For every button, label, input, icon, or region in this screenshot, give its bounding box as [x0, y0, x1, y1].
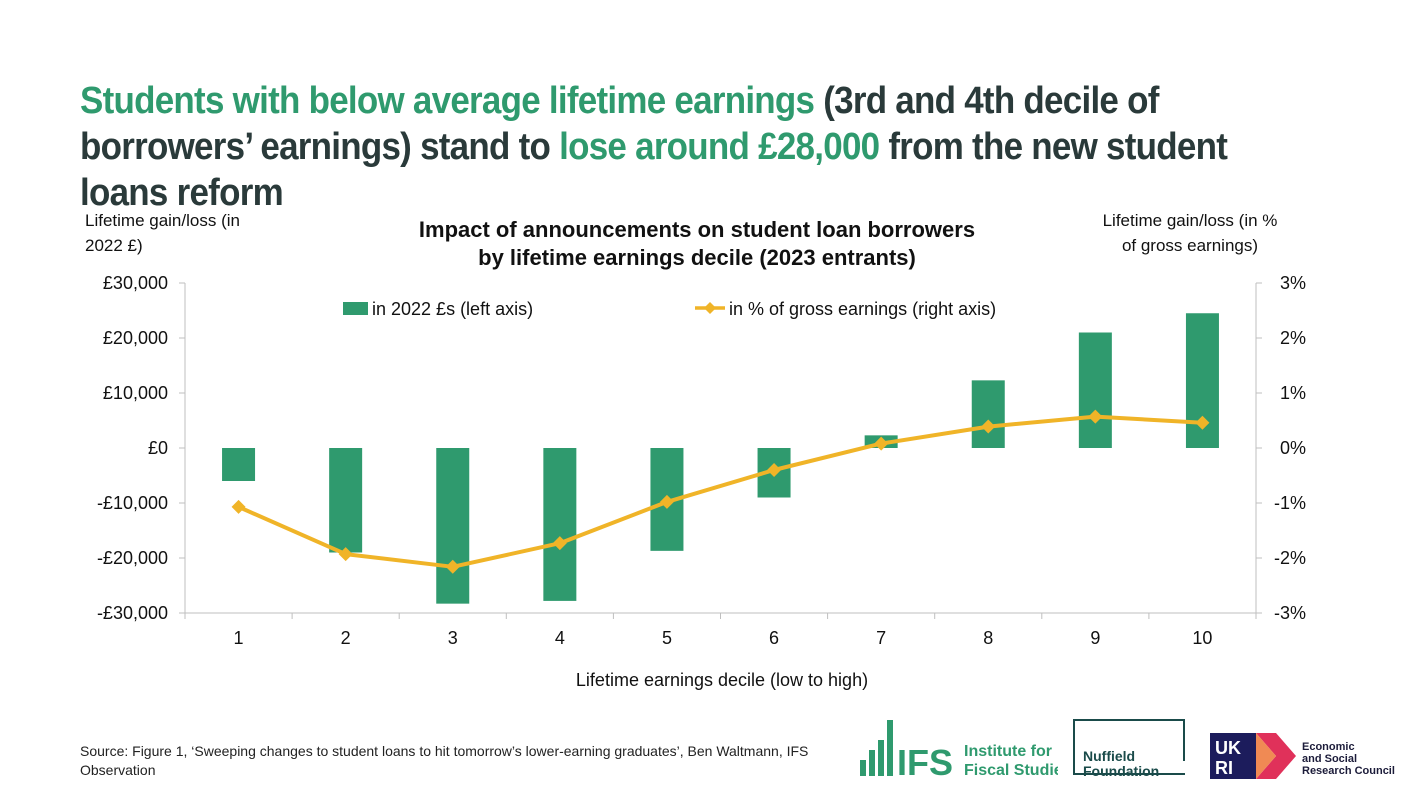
ifs-logo: IFS Institute for Fiscal Studies: [860, 720, 1058, 778]
chart-title-line-2: by lifetime earnings decile (2023 entran…: [478, 245, 916, 270]
left-tick-label: -£10,000: [97, 493, 168, 513]
right-axis-title: Lifetime gain/loss (in % of gross earnin…: [1070, 208, 1310, 258]
headline-part-1: Students with below average lifetime ear…: [80, 80, 815, 122]
bar: [1078, 332, 1112, 448]
left-tick-label: -£20,000: [97, 548, 168, 568]
x-tick-label: 1: [234, 628, 244, 648]
line-point: [1195, 415, 1210, 430]
svg-text:RI: RI: [1215, 758, 1233, 778]
legend-line-label: in % of gross earnings (right axis): [729, 299, 996, 319]
source-note: Source: Figure 1, ‘Sweeping changes to s…: [80, 743, 809, 778]
line-point: [767, 463, 782, 477]
ukri-logo: UK RI: [1210, 733, 1296, 779]
series-line: [236, 414, 1205, 569]
right-tick-label: 2%: [1280, 328, 1306, 348]
ifs-logo-line-2: Fiscal Studies: [964, 762, 1058, 778]
bar: [222, 448, 256, 481]
line-point: [552, 536, 567, 551]
bar: [436, 448, 470, 604]
headline-part-3: lose around £28,000: [559, 126, 880, 168]
left-tick-label: -£30,000: [97, 603, 168, 623]
line-point: [659, 494, 674, 509]
x-tick-label: 10: [1192, 628, 1212, 648]
esrc-label-line-1: Economic: [1302, 741, 1355, 753]
line-point: [1088, 409, 1103, 424]
esrc-label: Economic and Social Research Council: [1302, 741, 1412, 777]
legend-bar-swatch: [343, 302, 368, 315]
slide-headline: Students with below average lifetime ear…: [80, 78, 1258, 216]
left-tick-label: £30,000: [103, 273, 168, 293]
chart-title-line-1: Impact of announcements on student loan …: [419, 217, 975, 242]
legend-line-marker: [704, 302, 716, 314]
nuffield-logo-line-2: Foundation: [1083, 763, 1160, 779]
right-tick-label: 0%: [1280, 438, 1306, 458]
headline-part-4: from the new student loans reform: [80, 126, 1228, 214]
esrc-label-line-2: and Social: [1302, 753, 1358, 765]
chart-axes: £30,000 £20,000 £10,000 £0 -£10,000 -£20,000 -…: [97, 273, 1306, 648]
esrc-label-line-3: Research Council: [1302, 765, 1395, 777]
right-tick-label: -2%: [1274, 548, 1306, 568]
left-axis-title-line-1: Lifetime gain/loss (in: [85, 211, 240, 230]
bar: [329, 448, 363, 553]
chart: Impact of announcements on student loan …: [97, 217, 1306, 690]
chart-legend: in 2022 £s (left axis) in % of gross ear…: [343, 299, 996, 319]
x-tick-label: 4: [555, 628, 565, 648]
bar-series: [222, 313, 1219, 604]
nuffield-logo: Nuffield Foundation: [1073, 719, 1185, 779]
left-tick-label: £20,000: [103, 328, 168, 348]
legend-bar-label: in 2022 £s (left axis): [372, 299, 533, 319]
x-tick-label: 2: [341, 628, 351, 648]
svg-text:UK: UK: [1215, 738, 1241, 758]
ifs-logo-line-1: Institute for: [964, 743, 1052, 760]
x-axis-title: Lifetime earnings decile (low to high): [576, 670, 868, 690]
bar: [543, 448, 577, 601]
x-tick-label: 7: [876, 628, 886, 648]
left-axis-title-line-2: 2022 £): [85, 236, 143, 255]
left-axis-title: Lifetime gain/loss (in 2022 £): [85, 208, 240, 258]
nuffield-logo-line-1: Nuffield: [1083, 748, 1136, 764]
ifs-logo-short: IFS: [897, 742, 953, 778]
right-tick-label: -1%: [1274, 493, 1306, 513]
right-axis-title-line-1: Lifetime gain/loss (in %: [1102, 211, 1278, 230]
left-tick-label: £10,000: [103, 383, 168, 403]
line-series: [231, 409, 1210, 574]
headline-part-2: (3rd and 4th decile of borrowers’ earnin…: [80, 80, 1159, 168]
right-tick-label: -3%: [1274, 603, 1306, 623]
x-tick-label: 8: [983, 628, 993, 648]
line-point: [338, 547, 353, 562]
x-tick-label: 3: [448, 628, 458, 648]
line-point: [874, 436, 889, 451]
x-tick-label: 6: [769, 628, 779, 648]
left-tick-label: £0: [148, 438, 168, 458]
right-tick-label: 3%: [1280, 273, 1306, 293]
bar: [971, 380, 1005, 448]
x-tick-label: 9: [1090, 628, 1100, 648]
x-tick-label: 5: [662, 628, 672, 648]
right-tick-label: 1%: [1280, 383, 1306, 403]
line-point: [445, 559, 460, 574]
line-point: [231, 499, 246, 514]
right-axis-title-line-2: of gross earnings): [1121, 236, 1259, 255]
line-point: [981, 419, 996, 434]
